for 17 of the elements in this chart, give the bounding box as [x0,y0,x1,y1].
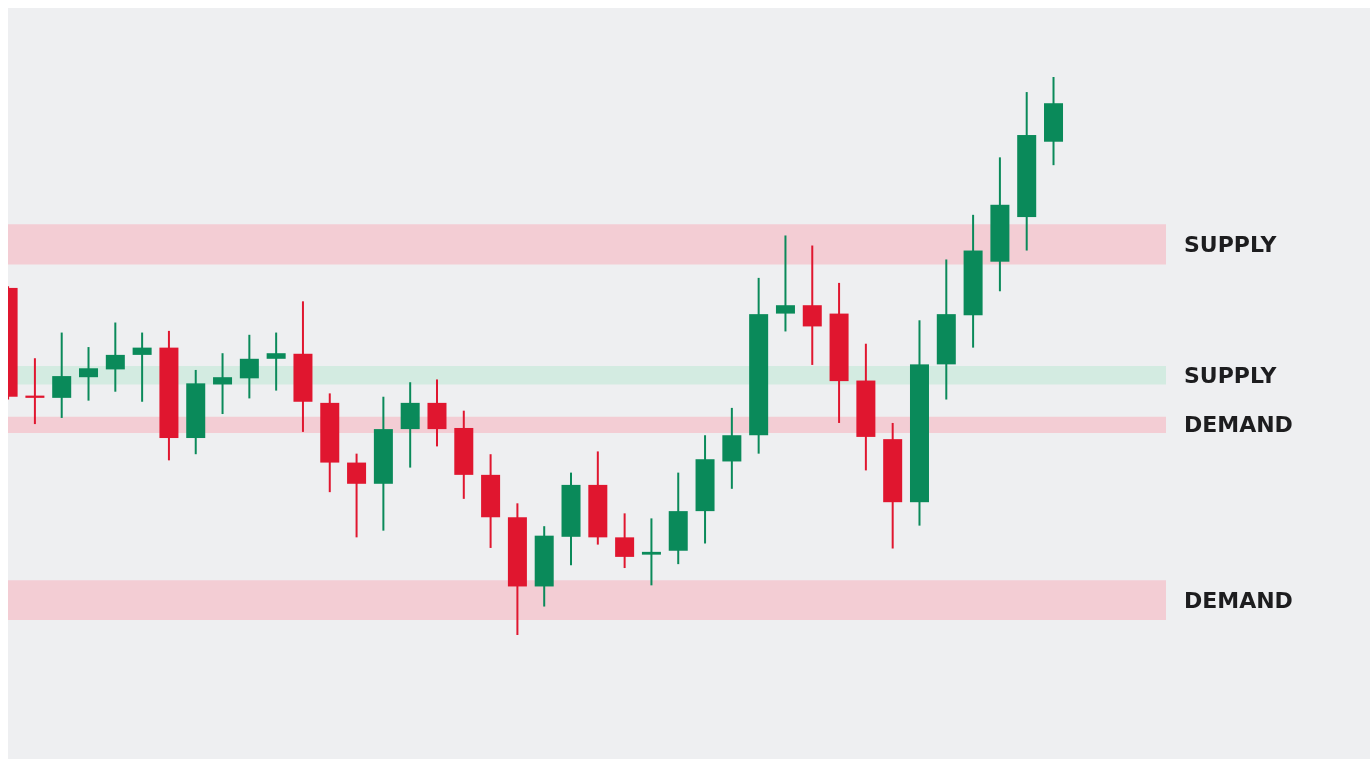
candlestick [802,244,822,366]
candlestick [213,352,233,416]
candlestick [775,234,795,333]
band-label: SUPPLY [1184,231,1278,257]
band-label: SUPPLY [1184,362,1278,388]
band-label: DEMAND [1184,412,1293,438]
candlestick [615,512,635,570]
candlestick [105,321,125,393]
candlestick [52,331,72,419]
candlestick [266,331,286,392]
candlestick [347,452,367,539]
candlestick [25,357,45,426]
candlestick [79,346,99,402]
candlestick [641,517,661,587]
candlestick [132,331,152,403]
band-label: DEMAND [1184,587,1293,613]
candlestick [239,333,259,400]
